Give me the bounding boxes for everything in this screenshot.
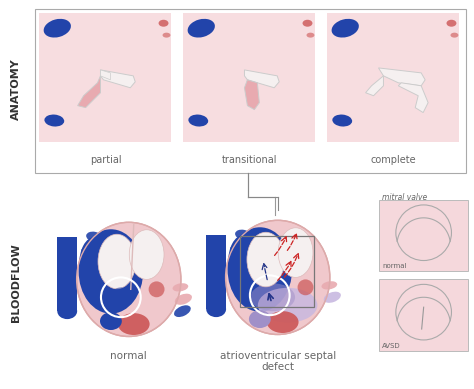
Bar xyxy=(36,9,466,173)
Ellipse shape xyxy=(249,310,271,328)
Ellipse shape xyxy=(228,227,292,312)
Ellipse shape xyxy=(188,19,215,38)
Ellipse shape xyxy=(321,281,337,289)
Ellipse shape xyxy=(230,245,246,255)
Polygon shape xyxy=(245,70,279,88)
Ellipse shape xyxy=(44,19,71,38)
Text: BLOODFLOW: BLOODFLOW xyxy=(10,243,20,322)
Ellipse shape xyxy=(79,229,143,314)
Ellipse shape xyxy=(173,283,188,291)
Text: mitral valve: mitral valve xyxy=(382,193,427,202)
Ellipse shape xyxy=(79,263,95,273)
Ellipse shape xyxy=(79,237,109,292)
Bar xyxy=(379,279,468,351)
Ellipse shape xyxy=(302,20,312,27)
Ellipse shape xyxy=(206,301,226,317)
Polygon shape xyxy=(100,70,135,88)
Ellipse shape xyxy=(57,303,77,319)
Ellipse shape xyxy=(447,20,456,27)
Text: normal: normal xyxy=(110,351,147,361)
Bar xyxy=(240,236,314,307)
Ellipse shape xyxy=(175,294,192,305)
Ellipse shape xyxy=(77,222,181,336)
Ellipse shape xyxy=(188,114,208,126)
Circle shape xyxy=(111,287,131,307)
Ellipse shape xyxy=(267,311,299,333)
Ellipse shape xyxy=(86,231,102,242)
Ellipse shape xyxy=(332,19,359,38)
Ellipse shape xyxy=(45,114,64,126)
Circle shape xyxy=(149,281,164,297)
Polygon shape xyxy=(100,70,110,80)
Bar xyxy=(183,13,315,142)
Bar xyxy=(206,235,226,309)
Ellipse shape xyxy=(278,228,313,277)
Ellipse shape xyxy=(450,33,458,38)
Polygon shape xyxy=(378,68,425,86)
Ellipse shape xyxy=(226,220,330,335)
Text: AVSD: AVSD xyxy=(382,343,401,349)
Ellipse shape xyxy=(258,288,318,322)
Ellipse shape xyxy=(159,20,168,27)
Ellipse shape xyxy=(247,232,285,287)
Ellipse shape xyxy=(81,247,97,257)
Ellipse shape xyxy=(228,260,244,271)
Text: normal: normal xyxy=(382,263,407,270)
Circle shape xyxy=(298,279,313,295)
Ellipse shape xyxy=(324,292,341,303)
Polygon shape xyxy=(78,76,100,108)
Text: atrioventricular septal
defect: atrioventricular septal defect xyxy=(219,351,336,373)
Ellipse shape xyxy=(100,312,122,330)
Ellipse shape xyxy=(163,33,171,38)
Text: ANATOMY: ANATOMY xyxy=(10,58,20,120)
Ellipse shape xyxy=(228,235,258,290)
Ellipse shape xyxy=(332,114,352,126)
Bar xyxy=(379,200,468,272)
Ellipse shape xyxy=(250,283,295,311)
Bar xyxy=(57,237,77,311)
Polygon shape xyxy=(365,76,383,96)
Text: partial: partial xyxy=(90,155,121,165)
Ellipse shape xyxy=(307,33,314,38)
Ellipse shape xyxy=(118,313,150,335)
Ellipse shape xyxy=(129,230,164,279)
Ellipse shape xyxy=(235,230,251,240)
Ellipse shape xyxy=(174,305,191,317)
Bar xyxy=(328,13,459,142)
Polygon shape xyxy=(245,80,259,110)
Polygon shape xyxy=(398,83,428,112)
Bar xyxy=(39,13,172,142)
Text: complete: complete xyxy=(371,155,416,165)
Ellipse shape xyxy=(98,234,136,289)
Text: transitional: transitional xyxy=(222,155,277,165)
